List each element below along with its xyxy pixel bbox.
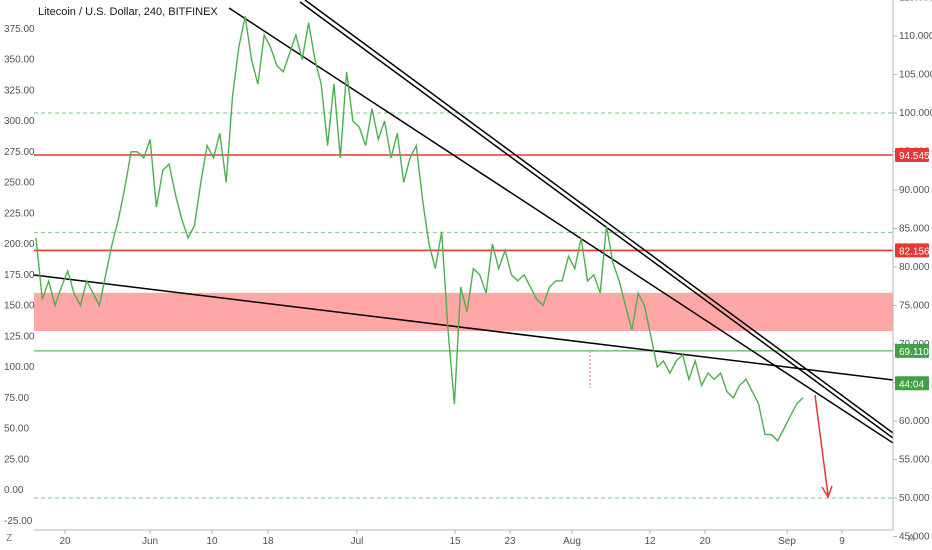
right-tick-label: 60.000 [899, 416, 930, 427]
left-tick-label: 25.00 [4, 454, 29, 465]
left-tick-label: 375.00 [4, 24, 35, 35]
x-axis-ticks: 20 Jun 10 18 Jul 15 23 Aug 12 20 Sep 9 [59, 530, 845, 547]
annotations [589, 351, 833, 499]
left-axis-ticks: -25.00 0.00 25.00 50.00 75.00 100.00 125.00 150… [4, 24, 35, 527]
left-tick-label: 50.00 [4, 424, 29, 435]
chart-title: Litecoin / U.S. Dollar, 240, BITFINEX [38, 6, 218, 18]
price-badge [895, 376, 929, 391]
timezone-button[interactable]: Z [6, 533, 13, 544]
right-tick-label: 75.000 [899, 301, 930, 312]
right-tick-label: 85.000 [899, 224, 930, 235]
trendline-upper-3[interactable] [304, 0, 894, 434]
right-tick-label: 100.000 [899, 108, 932, 119]
x-tick-label: 10 [206, 536, 218, 547]
left-tick-label: 350.00 [4, 55, 35, 66]
right-tick-label: 110.000 [899, 31, 932, 42]
left-tick-label: 225.00 [4, 208, 35, 219]
price-line[interactable] [35, 16, 804, 442]
price-badge [895, 148, 929, 163]
left-tick-label: 175.00 [4, 270, 35, 281]
x-tick-label: 12 [644, 536, 656, 547]
projection-arrow-line[interactable] [814, 394, 829, 496]
x-tick-label: 9 [839, 536, 845, 547]
x-tick-label: 15 [449, 536, 461, 547]
right-tick-label: 45.000 [899, 532, 930, 543]
x-tick-label: 20 [59, 536, 71, 547]
right-tick-label: 115.000 [899, 0, 932, 4]
trendlines[interactable] [33, 0, 894, 444]
auto-scale-button[interactable]: A [908, 533, 915, 544]
left-tick-label: -25.00 [4, 516, 33, 527]
left-tick-label: 325.00 [4, 85, 35, 96]
right-tick-label: 90.000 [899, 185, 930, 196]
trendline-lower[interactable] [33, 274, 894, 381]
price-badge [895, 343, 929, 358]
price-badge-label: 44:04 [899, 379, 924, 390]
left-tick-label: 100.00 [4, 362, 35, 373]
left-tick-label: 300.00 [4, 116, 35, 127]
left-tick-label: 275.00 [4, 147, 35, 158]
price-badges: 94.545 82.156 69.110 44:04 [895, 148, 930, 391]
price-badge-label: 82.156 [899, 246, 930, 257]
trendline-upper-1[interactable] [228, 7, 894, 444]
left-tick-label: 150.00 [4, 301, 35, 312]
right-tick-label: 105.000 [899, 70, 932, 81]
price-badge [895, 243, 929, 258]
price-badge-label: 69.110 [899, 347, 929, 358]
x-tick-label: 23 [504, 536, 516, 547]
left-tick-label: 75.00 [4, 393, 29, 404]
x-tick-label: Sep [778, 536, 796, 547]
projection-arrow-head [821, 485, 833, 499]
right-tick-label: 50.000 [899, 493, 930, 504]
left-tick-label: 200.00 [4, 239, 35, 250]
horizontal-levels [34, 112, 893, 499]
x-tick-label: Aug [563, 536, 581, 547]
series-layer [35, 16, 804, 442]
price-badge-label: 94.545 [899, 151, 930, 162]
x-tick-label: 18 [262, 536, 274, 547]
left-tick-label: 250.00 [4, 178, 35, 189]
x-tick-label: Jul [351, 536, 364, 547]
trendline-upper-2[interactable] [299, 1, 894, 439]
right-tick-label: 55.000 [899, 455, 930, 466]
axes [34, 0, 894, 531]
left-tick-label: 0.00 [4, 485, 24, 496]
x-tick-label: 20 [699, 536, 711, 547]
x-tick-label: Jun [142, 536, 158, 547]
left-tick-label: 125.00 [4, 331, 35, 342]
right-tick-label: 80.000 [899, 262, 930, 273]
